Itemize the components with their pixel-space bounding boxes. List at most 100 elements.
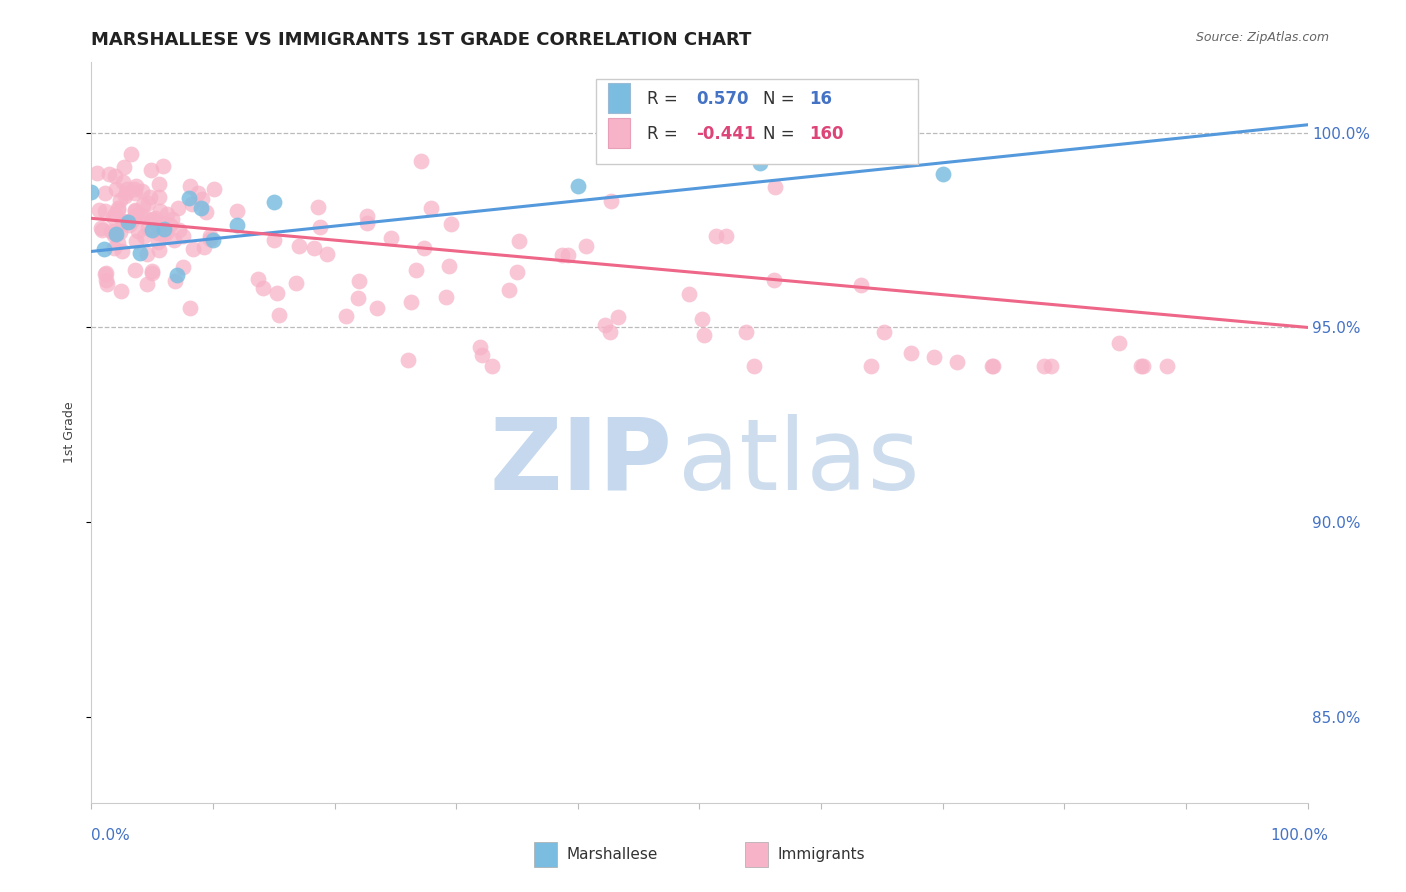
Point (1040, 359, 1063, 374)
Point (129, 246, 152, 260)
Point (437, 259, 460, 273)
Point (105, 182, 128, 196)
Point (155, 226, 177, 240)
Point (763, 273, 786, 287)
Point (107, 236, 129, 251)
Point (187, 186, 209, 200)
Point (607, 310, 630, 324)
Point (763, 180, 786, 194)
Point (112, 214, 135, 228)
Text: N =: N = (762, 125, 800, 144)
Point (263, 194, 285, 209)
Point (141, 263, 163, 277)
Point (508, 234, 530, 248)
Point (266, 285, 288, 300)
Point (734, 325, 756, 339)
Point (315, 247, 337, 261)
Point (366, 301, 388, 315)
Point (148, 190, 170, 204)
Point (122, 182, 145, 196)
Point (557, 248, 579, 262)
Point (101, 210, 124, 224)
Point (107, 201, 129, 215)
Point (96, 277, 118, 292)
Point (136, 246, 159, 260)
Point (678, 287, 700, 301)
Point (121, 212, 143, 227)
Point (104, 206, 127, 220)
Point (108, 225, 131, 239)
Point (900, 346, 922, 360)
Point (749, 156, 772, 170)
Text: 0.570: 0.570 (696, 90, 748, 109)
Point (132, 228, 155, 243)
Point (498, 284, 520, 298)
Point (107, 202, 129, 217)
Point (86, 166, 108, 180)
Point (1108, 336, 1130, 351)
Point (100, 224, 122, 238)
Point (93, 242, 115, 256)
FancyBboxPatch shape (609, 83, 630, 112)
Point (195, 205, 218, 219)
Point (181, 196, 204, 211)
Point (981, 359, 1004, 374)
Point (97, 167, 120, 181)
Point (396, 353, 419, 368)
Point (1132, 359, 1154, 374)
Text: N =: N = (762, 90, 800, 109)
Point (114, 189, 136, 203)
Point (308, 220, 330, 235)
Point (177, 191, 200, 205)
Text: atlas: atlas (678, 414, 920, 511)
Text: 16: 16 (808, 90, 832, 109)
Point (172, 260, 194, 274)
Point (135, 277, 157, 291)
Point (202, 182, 225, 196)
Point (193, 240, 215, 254)
Text: Source: ZipAtlas.com: Source: ZipAtlas.com (1195, 31, 1329, 45)
Point (693, 327, 716, 342)
Point (252, 281, 274, 295)
Point (851, 278, 873, 293)
Point (412, 241, 434, 255)
Point (150, 225, 173, 239)
Point (599, 325, 621, 339)
Point (167, 201, 190, 215)
Point (118, 218, 141, 232)
Point (600, 194, 623, 208)
Point (142, 212, 165, 227)
Point (152, 227, 174, 241)
Point (149, 224, 172, 238)
Text: Immigrants: Immigrants (778, 847, 865, 862)
Point (148, 244, 170, 258)
Point (149, 204, 172, 219)
Point (567, 178, 589, 193)
Point (127, 224, 149, 238)
Point (156, 207, 179, 221)
Point (125, 178, 148, 193)
Point (226, 218, 249, 232)
Point (152, 216, 174, 230)
Text: ZIP: ZIP (489, 414, 672, 511)
Point (198, 228, 221, 243)
Point (190, 201, 212, 215)
Point (153, 222, 176, 236)
Point (420, 202, 443, 216)
Point (307, 200, 329, 214)
Point (111, 244, 134, 259)
Point (108, 193, 131, 207)
Point (111, 216, 134, 230)
Point (131, 184, 153, 198)
Point (153, 227, 176, 241)
Point (146, 235, 169, 250)
Point (742, 359, 765, 374)
FancyBboxPatch shape (596, 78, 918, 164)
Point (142, 213, 165, 227)
Point (1033, 359, 1056, 374)
Point (104, 227, 127, 241)
Point (132, 197, 155, 211)
Point (200, 232, 222, 246)
Point (356, 209, 378, 223)
Point (166, 268, 188, 283)
